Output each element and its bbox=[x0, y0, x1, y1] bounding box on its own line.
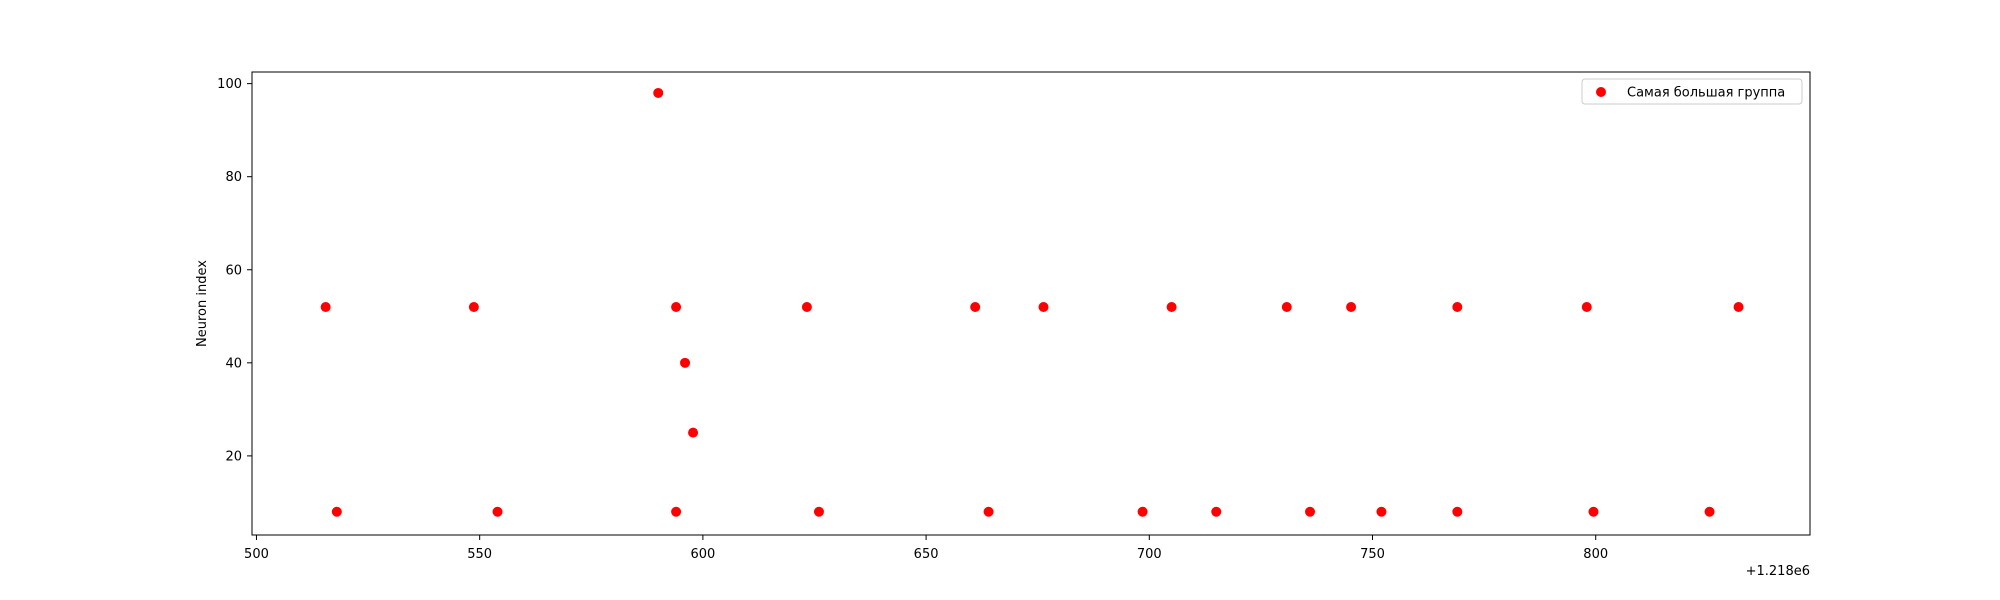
y-tick-label: 40 bbox=[225, 356, 242, 371]
data-point bbox=[1281, 301, 1292, 312]
data-point bbox=[653, 87, 664, 98]
data-point bbox=[1346, 301, 1357, 312]
data-point bbox=[468, 301, 479, 312]
x-tick-label: 700 bbox=[1137, 547, 1162, 562]
legend-box bbox=[1581, 78, 1803, 105]
data-point bbox=[671, 506, 682, 517]
data-point bbox=[983, 506, 994, 517]
y-tick-label: 60 bbox=[225, 263, 242, 278]
plot-area-frame bbox=[251, 71, 1811, 536]
y-tick-label: 20 bbox=[225, 449, 242, 464]
legend-marker bbox=[1596, 87, 1606, 97]
x-tick-label: 650 bbox=[914, 547, 939, 562]
data-point bbox=[320, 301, 331, 312]
y-tick-label: 100 bbox=[217, 77, 242, 92]
data-point bbox=[680, 357, 691, 368]
data-point bbox=[1581, 301, 1592, 312]
data-point bbox=[671, 301, 682, 312]
data-point bbox=[1211, 506, 1222, 517]
data-point bbox=[1376, 506, 1387, 517]
data-point bbox=[1038, 301, 1049, 312]
data-point bbox=[331, 506, 342, 517]
data-point bbox=[813, 506, 824, 517]
x-tick-label: 800 bbox=[1583, 547, 1608, 562]
axis-ticks: 500 550 600 650 700 750 800 20 40 60 80 100 bbox=[217, 77, 1608, 562]
y-axis-title: Neuron index bbox=[195, 260, 210, 347]
x-tick-label: 750 bbox=[1360, 547, 1385, 562]
x-offset-text: +1.218e6 bbox=[1746, 564, 1810, 579]
data-point bbox=[1166, 301, 1177, 312]
x-tick-label: 500 bbox=[244, 547, 269, 562]
data-point bbox=[801, 301, 812, 312]
data-points bbox=[320, 87, 1744, 517]
data-point bbox=[492, 506, 503, 517]
data-point bbox=[1452, 506, 1463, 517]
data-point bbox=[1588, 506, 1599, 517]
x-tick-label: 600 bbox=[690, 547, 715, 562]
data-point bbox=[1305, 506, 1316, 517]
legend: Самая большая группа bbox=[1581, 78, 1803, 105]
legend-label: Самая большая группа bbox=[1627, 86, 1785, 101]
data-point bbox=[1137, 506, 1148, 517]
y-tick-label: 80 bbox=[225, 170, 242, 185]
data-point bbox=[1733, 301, 1744, 312]
x-tick-label: 550 bbox=[467, 547, 492, 562]
data-point bbox=[970, 301, 981, 312]
data-point bbox=[688, 427, 699, 438]
data-point bbox=[1452, 301, 1463, 312]
data-point bbox=[1704, 506, 1715, 517]
